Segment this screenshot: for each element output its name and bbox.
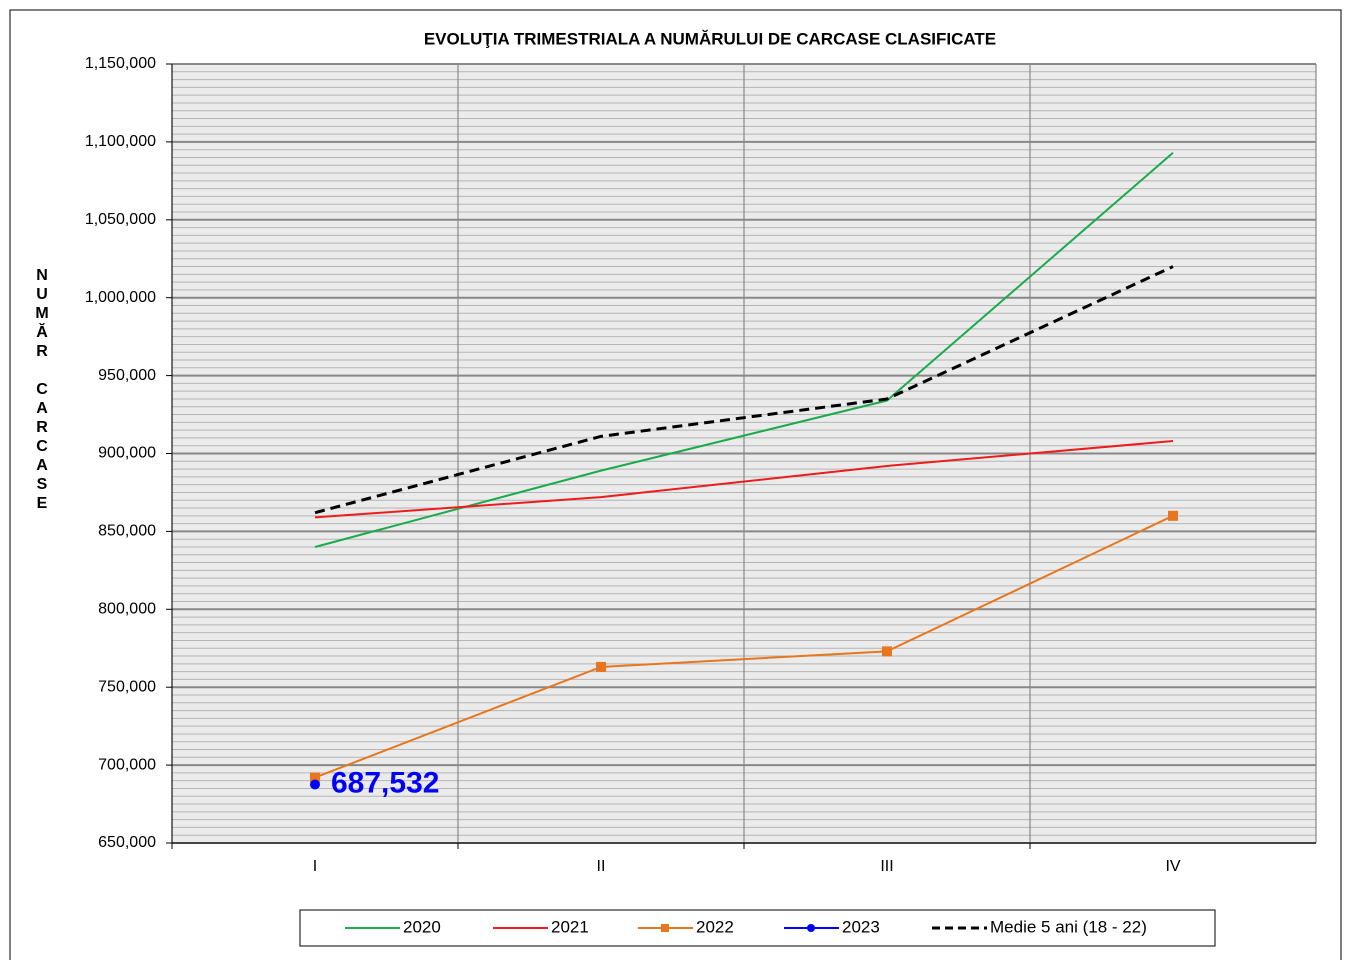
y-tick-label: 1,000,000: [85, 289, 156, 306]
legend-label: 2021: [551, 917, 589, 936]
y-tick-label: 900,000: [98, 445, 156, 462]
legend-label: Medie 5 ani (18 - 22): [990, 917, 1147, 936]
legend-marker: [661, 924, 669, 932]
y-tick-label: 1,100,000: [85, 133, 156, 150]
y-tick-label: 700,000: [98, 756, 156, 773]
legend-label: 2023: [842, 917, 880, 936]
chart-title: EVOLUŢIA TRIMESTRIALA A NUMĂRULUI DE CAR…: [424, 29, 996, 48]
point: [310, 779, 320, 790]
y-tick-label: 1,050,000: [85, 211, 156, 228]
x-tick-label: II: [597, 858, 606, 875]
series-line: [314, 440, 1174, 519]
series-line: [314, 152, 1174, 548]
y-tick-label: 950,000: [98, 367, 156, 384]
series-line: [314, 514, 1174, 779]
legend-box: [299, 909, 1216, 947]
legend-label: 2022: [696, 917, 734, 936]
x-tick-label: III: [880, 858, 893, 875]
x-tick-label: I: [313, 858, 317, 875]
y-tick-label: 750,000: [98, 678, 156, 695]
y-tick-label: 1,150,000: [85, 55, 156, 72]
series-line: [314, 265, 1174, 515]
legend-label: 2020: [403, 917, 441, 936]
y-tick-label: 800,000: [98, 601, 156, 618]
y-tick-label: 650,000: [98, 834, 156, 851]
legend-marker: [807, 924, 815, 932]
y-tick-label: 850,000: [98, 523, 156, 540]
x-tick-label: IV: [1165, 858, 1180, 875]
data-label: 687,532: [331, 766, 439, 799]
